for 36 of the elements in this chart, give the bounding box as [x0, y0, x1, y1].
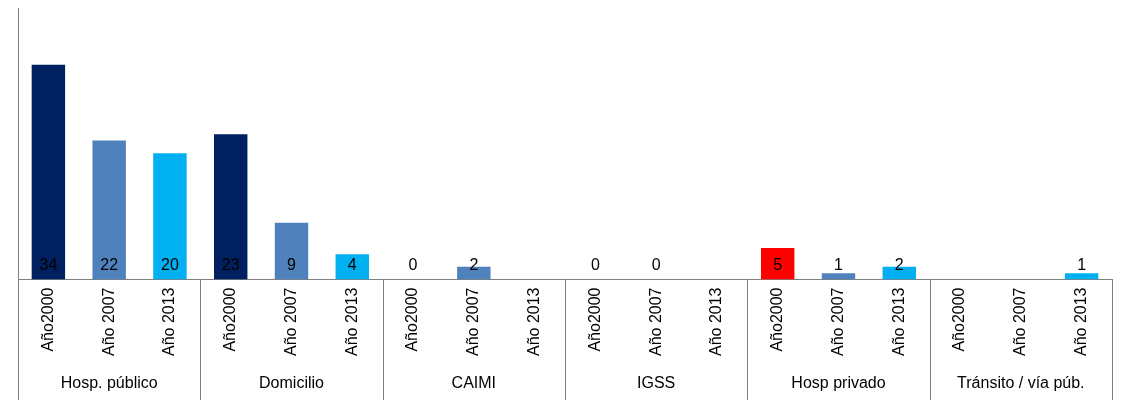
x-tick-label: Año 2007	[281, 287, 299, 357]
text: Domicilio	[259, 374, 325, 392]
text: IGSS	[637, 374, 676, 392]
data-label: 22	[100, 255, 119, 273]
x-tick-label: Año 2007	[464, 287, 482, 357]
x-tick-label: Año 2013	[1072, 287, 1090, 357]
x-tick-label: Año2000	[585, 287, 603, 352]
text: Hosp. público	[60, 374, 158, 392]
x-tick-label: Año 2013	[889, 287, 907, 357]
data-label: 0	[408, 255, 418, 273]
data-label: 4	[347, 255, 357, 273]
x-tick-label: Año 2013	[525, 287, 543, 357]
text: Hosp privado	[791, 374, 886, 392]
x-tick-label: Año 2013	[342, 287, 360, 357]
x-tick-label: Año 2007	[828, 287, 846, 357]
data-label: 0	[590, 255, 600, 273]
data-label: 5	[773, 255, 783, 273]
data-label: 0	[651, 255, 661, 273]
x-tick-label: Año 2013	[160, 287, 178, 357]
data-label: 9	[287, 255, 297, 273]
x-tick-label: Año 2007	[99, 287, 117, 357]
data-label: 1	[1077, 255, 1087, 273]
x-tick-label: Año2000	[768, 287, 786, 352]
x-tick-label: Año2000	[38, 287, 56, 352]
x-tick-label: Año 2013	[707, 287, 725, 357]
text: CAIMI	[451, 374, 497, 392]
x-tick-label: Año2000	[221, 287, 239, 352]
data-label: 34	[39, 255, 58, 273]
data-label: 23	[221, 255, 240, 273]
x-tick-label: Año 2007	[646, 287, 664, 357]
x-tick-label: Año2000	[403, 287, 421, 352]
text: Tránsito / vía púb.	[957, 374, 1085, 392]
x-tick-label: Año 2007	[1011, 287, 1029, 357]
data-label: 1	[834, 255, 844, 273]
data-label: 20	[161, 255, 179, 273]
x-tick-label: Año2000	[950, 287, 968, 352]
